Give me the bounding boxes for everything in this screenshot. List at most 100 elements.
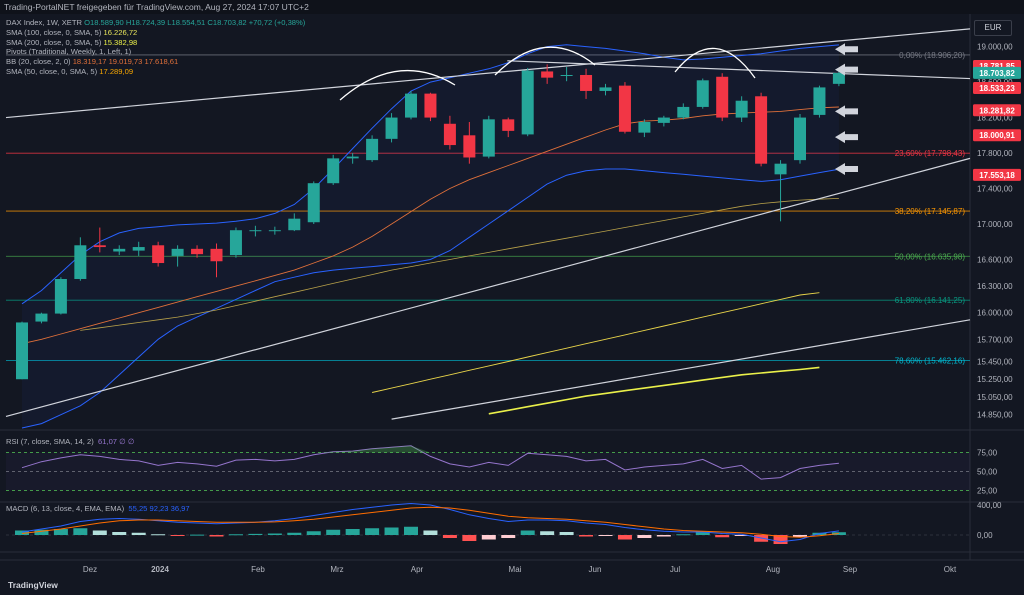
fib-level-label: 61,80% (16.141,25) <box>895 296 966 305</box>
trendline <box>5 157 971 418</box>
currency-button[interactable]: EUR <box>974 20 1012 36</box>
candle-body <box>794 117 806 161</box>
price-tick-label: 17.800,00 <box>977 149 1013 158</box>
candle-body <box>210 248 223 262</box>
rsi-line <box>21 445 839 480</box>
macd-histogram-bar <box>559 532 574 535</box>
candle-body <box>327 158 340 184</box>
candle-body <box>93 245 106 248</box>
macd-legend-values: 55,25 92,23 36,97 <box>128 504 190 513</box>
time-tick-label: Sep <box>843 565 858 574</box>
macd-histogram-bar <box>248 533 263 535</box>
price-label-text: 18.781,85 <box>979 62 1015 71</box>
macd-histogram-bar <box>53 529 68 535</box>
macd-histogram-bar <box>326 529 341 535</box>
price-label-text: 18.533,23 <box>979 84 1015 93</box>
candle-body <box>16 322 28 380</box>
macd-histogram-bar <box>793 535 807 538</box>
rsi-legend-name: RSI (7, close, SMA, 14, 2) <box>6 437 94 446</box>
legend-row[interactable]: SMA (200, close, 0, SMA, 5) 15.382,98 <box>6 38 305 48</box>
marker-arrow <box>835 131 858 144</box>
pattern-arc <box>339 69 456 101</box>
candle-body <box>482 119 495 157</box>
legend-row[interactable]: SMA (100, close, 0, SMA, 5) 16.226,72 <box>6 28 305 38</box>
trendline <box>507 60 971 80</box>
legend-row[interactable]: Pivots (Traditional, Weekly, 1, Left, 1) <box>6 47 305 57</box>
candle-body <box>657 117 670 123</box>
legend-name: Pivots (Traditional, Weekly, 1, Left, 1) <box>6 47 132 57</box>
macd-histogram-bar <box>676 534 691 536</box>
legend-row[interactable]: SMA (50, close, 0, SMA, 5) 17.289,09 <box>6 67 305 77</box>
price-tick-label: 15.250,00 <box>977 375 1013 384</box>
macd-histogram-bar <box>384 527 399 535</box>
price-tick-label: 16.300,00 <box>977 282 1013 291</box>
macd-histogram-bar <box>131 532 146 535</box>
candle-body <box>560 74 573 76</box>
macd-histogram-bar <box>501 535 516 538</box>
candle-body <box>307 183 320 223</box>
candle-body <box>268 230 281 232</box>
fib-level-label: 50,00% (16.635,98) <box>895 252 966 261</box>
pattern-arc <box>674 47 756 79</box>
price-tick-label: 17.000,00 <box>977 220 1013 229</box>
tradingview-logo[interactable]: TradingView <box>8 580 58 590</box>
candle-body <box>696 80 709 107</box>
legend-values: O18.589,90 H18.724,39 L18.554,51 C18.703… <box>84 18 306 27</box>
price-label-text: 18.281,82 <box>979 106 1015 115</box>
macd-histogram-bar <box>92 530 107 535</box>
price-tick-label: 19.000,00 <box>977 43 1013 52</box>
bollinger-basis-line <box>21 106 839 345</box>
candle-body <box>638 122 651 133</box>
marker-arrow <box>835 63 858 76</box>
price-label-box <box>973 129 1021 142</box>
candle-body <box>74 245 87 279</box>
legend-values: 18.319,17 19.019,73 17.618,61 <box>72 57 179 67</box>
candle-body <box>249 230 262 232</box>
price-label-box <box>973 82 1021 95</box>
time-tick-label: Jul <box>670 565 680 574</box>
trendline <box>5 28 971 119</box>
pattern-arc <box>494 46 596 76</box>
macd-histogram-bar <box>228 534 243 536</box>
legend-name: SMA (200, close, 0, SMA, 5) <box>6 37 104 47</box>
macd-histogram-bar <box>540 531 555 535</box>
candle-body <box>152 245 165 264</box>
candle-body <box>580 74 593 91</box>
macd-histogram-bar <box>112 532 127 535</box>
bollinger-upper-line <box>21 44 839 305</box>
time-tick-label: 2024 <box>151 565 169 574</box>
macd-histogram-bar <box>404 526 418 535</box>
candle-body <box>54 278 67 314</box>
macd-histogram-bar <box>345 529 360 535</box>
candle-body <box>229 230 242 256</box>
macd-histogram-bar <box>190 534 205 536</box>
legend-row[interactable]: DAX Index, 1W, XETR O18.589,90 H18.724,3… <box>6 18 305 28</box>
candle-body <box>716 76 729 118</box>
price-tick-label: 14.850,00 <box>977 411 1013 420</box>
marker-arrow <box>835 163 858 176</box>
candle-body <box>813 87 826 115</box>
sma200-line <box>488 366 820 415</box>
candle-body <box>677 106 690 118</box>
candle-body <box>599 87 612 91</box>
legend-row[interactable]: BB (20, close, 2, 0) 18.319,17 19.019,73… <box>6 57 305 67</box>
candle-body <box>346 156 359 159</box>
sma50-line <box>80 198 839 331</box>
candle-body <box>171 248 184 256</box>
price-label-box <box>973 66 1021 79</box>
candle-body <box>405 93 417 118</box>
macd-histogram-bar <box>209 535 224 537</box>
macd-legend-name: MACD (6, 13, close, 4, EMA, EMA) <box>6 504 125 513</box>
macd-histogram-bar <box>170 535 185 536</box>
legend-values: 17.289,09 <box>99 66 134 76</box>
time-tick-label: Mrz <box>330 565 343 574</box>
price-tick-label: 15.700,00 <box>977 335 1013 344</box>
macd-histogram-bar <box>520 530 535 535</box>
fib-level-label: 23,60% (17.798,43) <box>895 149 966 158</box>
marker-arrow <box>835 105 858 118</box>
time-tick-label: Jun <box>589 565 602 574</box>
rsi-tick-label: 50,00 <box>977 468 998 477</box>
legend-name: SMA (50, close, 0, SMA, 5) <box>6 66 100 76</box>
